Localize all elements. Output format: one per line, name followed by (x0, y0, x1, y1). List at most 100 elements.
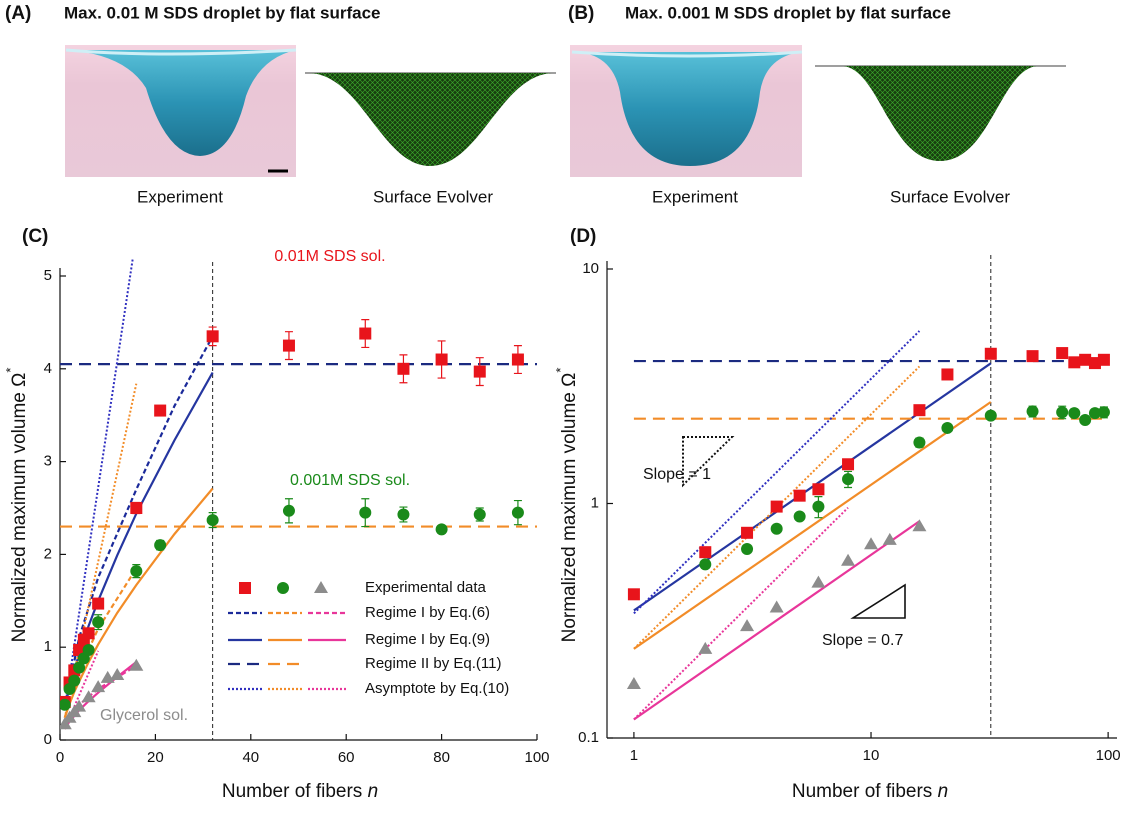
x-tick-label: 60 (338, 749, 355, 766)
y-tick-label: 1 (591, 494, 599, 511)
marker (92, 616, 105, 629)
y-tick-label: 1 (44, 638, 52, 655)
y-tick-label: 5 (44, 267, 52, 284)
line-series (633, 520, 921, 721)
line-series (63, 487, 214, 719)
x-tick-label: 80 (433, 749, 450, 766)
marker (282, 339, 295, 352)
x-axis-label-text: Number of fibers (792, 781, 932, 802)
x-axis-label: Number of fibers n (792, 781, 948, 802)
plot-area (60, 258, 537, 730)
line-series (633, 362, 992, 612)
legend-label: Asymptote by Eq.(10) (365, 680, 509, 697)
marker (110, 668, 125, 681)
surface-evolver-image (815, 65, 1066, 161)
line-series (633, 330, 921, 615)
marker (1079, 353, 1092, 366)
marker (984, 409, 997, 422)
slope-triangle (850, 583, 906, 619)
marker (206, 514, 219, 527)
marker (941, 368, 954, 381)
marker (1097, 406, 1110, 419)
experiment-photo (65, 45, 297, 177)
marker (912, 519, 927, 532)
legend-label: Regime I by Eq.(6) (365, 604, 490, 621)
marker (129, 658, 144, 671)
plot-area (626, 330, 1110, 721)
marker (473, 365, 486, 378)
marker (740, 619, 755, 632)
marker (913, 436, 926, 449)
marker (154, 539, 167, 552)
slope-triangle (682, 436, 735, 488)
marker (1026, 405, 1039, 418)
marker (1056, 406, 1069, 419)
marker (130, 502, 143, 514)
annotation: Slope = 0.7 (822, 632, 904, 649)
annotation: 0.01M SDS sol. (274, 248, 385, 265)
marker (511, 353, 524, 366)
marker (473, 508, 486, 521)
line-series (633, 401, 992, 650)
marker (793, 489, 806, 502)
x-tick-label: 100 (524, 749, 549, 766)
experiment-photo (570, 45, 803, 177)
legend-swatch (314, 581, 328, 593)
caption: Experiment (652, 187, 738, 206)
x-tick-label: 20 (147, 749, 164, 766)
y-axis-label-sup: * (3, 368, 18, 373)
x-tick-label: 40 (242, 749, 259, 766)
marker (812, 500, 825, 513)
legend-swatch (277, 582, 289, 594)
marker (82, 643, 95, 656)
marker (793, 510, 806, 523)
y-tick-label: 3 (44, 453, 52, 470)
y-tick-label: 0 (44, 731, 52, 748)
legend-label: Regime I by Eq.(9) (365, 631, 490, 648)
x-tick-label: 10 (863, 747, 880, 764)
marker (1097, 353, 1110, 366)
caption: Experiment (137, 187, 223, 206)
y-tick-label: 0.1 (578, 729, 599, 746)
legend-label: Experimental data (365, 579, 487, 596)
x-axis-label-var: n (368, 781, 379, 802)
marker (68, 674, 81, 687)
marker (842, 473, 855, 486)
marker (81, 690, 96, 703)
y-axis-label-text: Normalized maximum volume Ω (559, 373, 580, 643)
y-tick-label: 2 (44, 545, 52, 562)
marker (841, 553, 856, 566)
x-tick-label: 0 (56, 749, 64, 766)
marker (72, 699, 87, 712)
marker (984, 347, 997, 360)
marker (206, 330, 219, 343)
y-axis-label: Normalized maximum volume Ω* (3, 368, 30, 643)
marker (435, 523, 448, 536)
marker (435, 353, 448, 366)
marker (626, 676, 641, 689)
surface-evolver-image (305, 72, 556, 166)
annotation: 0.001M SDS sol. (290, 472, 410, 489)
marker (941, 421, 954, 434)
marker (1026, 350, 1039, 363)
line-series (633, 506, 849, 721)
marker (811, 575, 826, 588)
marker (1068, 356, 1081, 369)
y-axis-label: Normalized maximum volume Ω* (553, 368, 580, 643)
marker (913, 404, 926, 417)
panel-label: (B) (568, 3, 594, 24)
line-series (63, 567, 138, 719)
y-tick-label: 4 (44, 360, 52, 377)
caption: Surface Evolver (373, 187, 493, 206)
marker (73, 661, 86, 674)
marker (842, 458, 855, 471)
marker (154, 404, 167, 417)
marker (397, 362, 410, 375)
panel-label: (C) (22, 226, 48, 247)
line-series (63, 383, 138, 718)
x-axis-label-text: Number of fibers (222, 781, 362, 802)
marker (91, 680, 106, 693)
marker (812, 483, 825, 496)
marker (1056, 347, 1069, 360)
